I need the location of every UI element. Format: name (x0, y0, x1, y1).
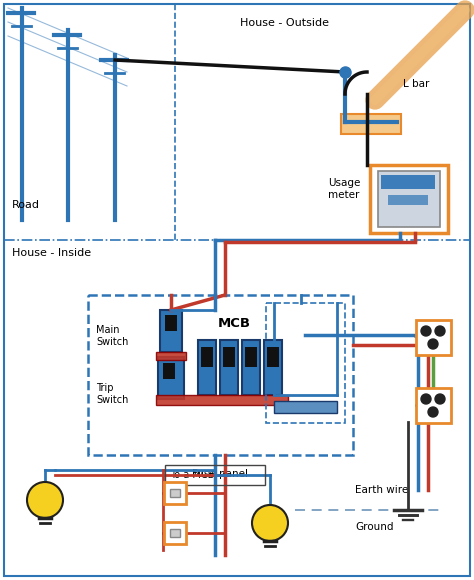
Text: Ground: Ground (355, 522, 393, 532)
FancyBboxPatch shape (164, 522, 186, 544)
Circle shape (421, 326, 431, 336)
Circle shape (252, 505, 288, 541)
Text: Road: Road (12, 200, 40, 210)
FancyBboxPatch shape (388, 195, 428, 205)
Circle shape (435, 326, 445, 336)
Text: House - Inside: House - Inside (12, 248, 91, 258)
Text: Main
Switch: Main Switch (96, 325, 128, 347)
FancyBboxPatch shape (381, 175, 435, 189)
FancyBboxPatch shape (170, 489, 180, 497)
FancyBboxPatch shape (201, 347, 213, 367)
Text: L bar: L bar (403, 79, 429, 89)
Circle shape (421, 394, 431, 404)
Text: Earth wire: Earth wire (355, 485, 408, 495)
Text: Trip
Switch: Trip Switch (96, 383, 128, 405)
Text: Fuse panel: Fuse panel (192, 469, 248, 479)
FancyBboxPatch shape (4, 4, 470, 576)
FancyBboxPatch shape (170, 529, 180, 537)
Circle shape (27, 482, 63, 518)
FancyBboxPatch shape (160, 310, 182, 352)
FancyBboxPatch shape (378, 171, 440, 227)
FancyBboxPatch shape (156, 395, 288, 405)
FancyBboxPatch shape (158, 357, 184, 399)
Circle shape (435, 394, 445, 404)
FancyBboxPatch shape (274, 401, 337, 413)
FancyBboxPatch shape (165, 315, 177, 331)
Text: House - Outside: House - Outside (240, 18, 329, 28)
FancyBboxPatch shape (264, 340, 282, 395)
Text: To a MCB →: To a MCB → (170, 470, 226, 480)
Circle shape (428, 407, 438, 417)
FancyBboxPatch shape (416, 388, 451, 423)
FancyBboxPatch shape (198, 340, 216, 395)
Text: Usage
meter: Usage meter (328, 178, 360, 200)
FancyBboxPatch shape (245, 347, 257, 367)
FancyBboxPatch shape (164, 482, 186, 504)
Circle shape (428, 339, 438, 349)
FancyBboxPatch shape (220, 340, 238, 395)
Text: MCB: MCB (218, 317, 251, 330)
FancyBboxPatch shape (163, 363, 175, 379)
FancyBboxPatch shape (242, 340, 260, 395)
FancyBboxPatch shape (156, 352, 186, 360)
FancyBboxPatch shape (341, 114, 401, 134)
FancyBboxPatch shape (223, 347, 235, 367)
FancyBboxPatch shape (267, 347, 279, 367)
FancyBboxPatch shape (370, 165, 448, 233)
FancyBboxPatch shape (416, 320, 451, 355)
